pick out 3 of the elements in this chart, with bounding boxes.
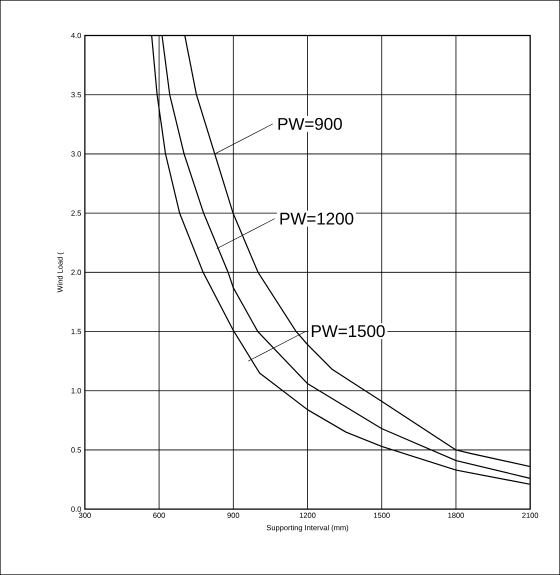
annotation: PW=1500 <box>312 325 385 338</box>
annotation: PW=900 <box>278 118 342 130</box>
annotation: PW=1200 <box>280 212 354 225</box>
